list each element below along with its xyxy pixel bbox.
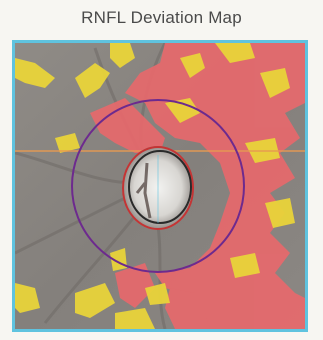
deviation-red-regions [90,43,305,329]
rnfl-deviation-map [12,40,308,332]
measurement-circle [71,99,245,273]
deviation-yellow-regions [15,43,295,329]
cup-outline [128,150,192,224]
map-title: RNFL Deviation Map [81,8,242,27]
disc-rim-outline [122,146,194,230]
disc-vessels [135,162,152,219]
deviation-map-image [15,43,305,329]
